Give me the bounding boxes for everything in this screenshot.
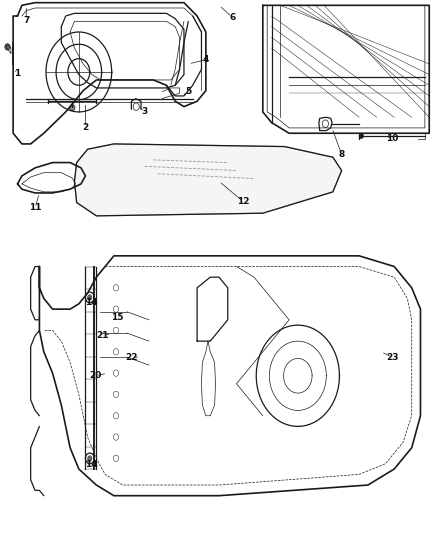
Text: 8: 8 <box>339 150 345 159</box>
Circle shape <box>88 295 92 300</box>
Text: 23: 23 <box>386 353 398 361</box>
Text: 1: 1 <box>14 69 21 78</box>
Text: 7: 7 <box>23 16 29 25</box>
Circle shape <box>359 133 364 139</box>
Text: 12: 12 <box>237 197 249 206</box>
Text: 5: 5 <box>185 87 191 96</box>
Text: 4: 4 <box>203 55 209 64</box>
Circle shape <box>88 456 92 461</box>
Text: 6: 6 <box>229 13 235 21</box>
Text: 22: 22 <box>125 353 138 361</box>
Polygon shape <box>74 144 342 216</box>
Text: 14: 14 <box>85 298 97 307</box>
Text: 15: 15 <box>111 313 124 321</box>
Circle shape <box>70 104 75 111</box>
Text: 21: 21 <box>97 332 109 340</box>
Text: 2: 2 <box>82 124 88 132</box>
Circle shape <box>5 44 10 50</box>
Text: 20: 20 <box>89 372 102 380</box>
Text: 11: 11 <box>29 204 41 212</box>
Text: 14: 14 <box>85 461 97 469</box>
Text: 3: 3 <box>141 108 148 116</box>
Text: 10: 10 <box>386 134 398 143</box>
